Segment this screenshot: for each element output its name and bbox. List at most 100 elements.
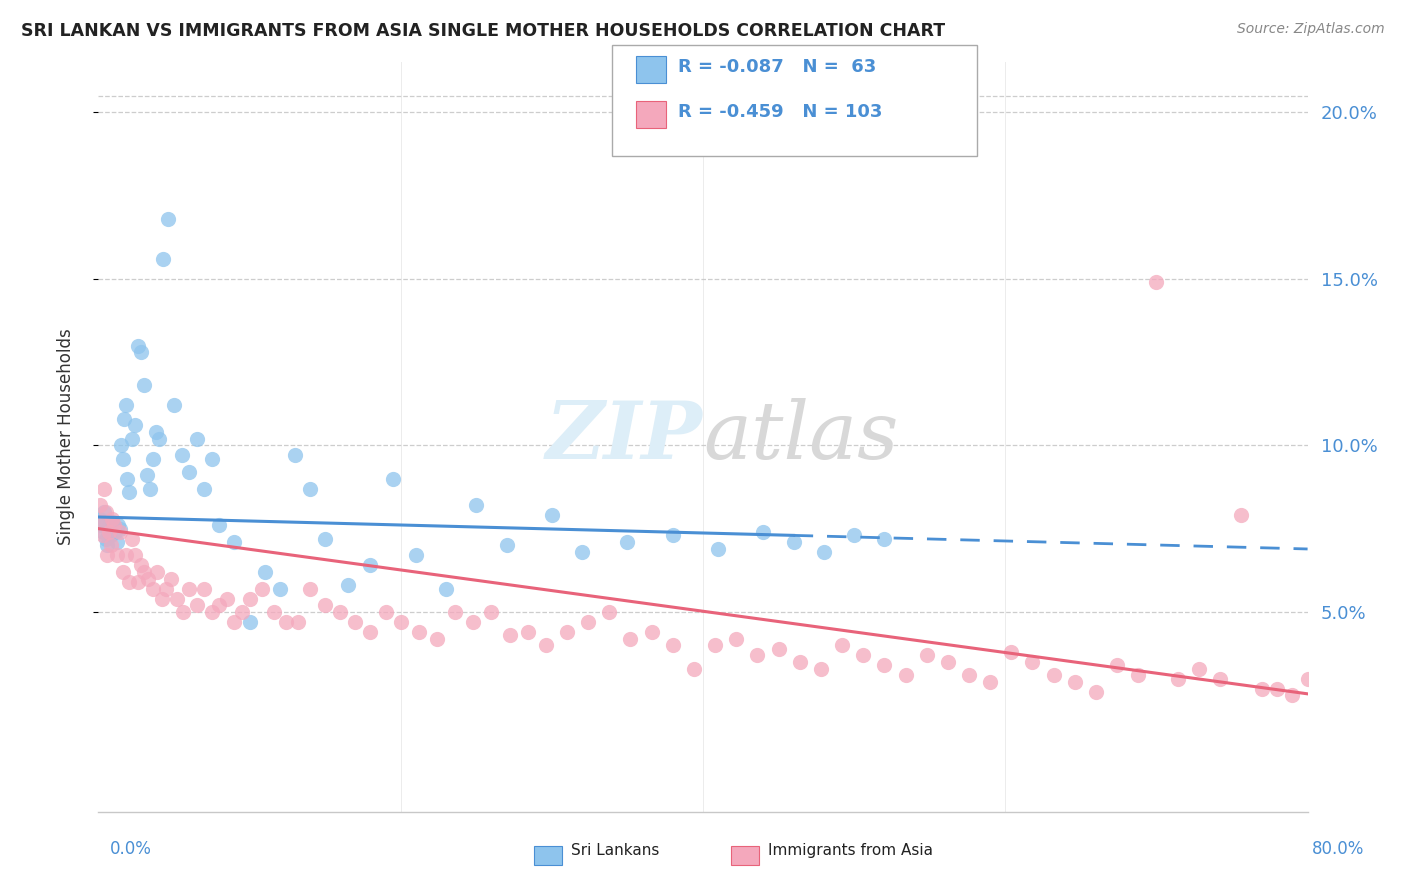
Point <box>111 565 134 579</box>
Point <box>103 522 125 536</box>
Point <box>314 599 336 613</box>
Point <box>156 211 179 226</box>
Point <box>894 668 917 682</box>
Point <box>1000 645 1022 659</box>
Point <box>1209 672 1232 686</box>
Point <box>121 432 143 446</box>
Point <box>135 468 157 483</box>
Point <box>121 532 143 546</box>
Point <box>1341 688 1364 702</box>
Point <box>1167 672 1189 686</box>
Point <box>93 505 115 519</box>
Point <box>360 558 382 573</box>
Point <box>873 532 896 546</box>
Point <box>571 545 593 559</box>
Point <box>114 549 136 563</box>
Point <box>94 532 117 546</box>
Point <box>101 515 124 529</box>
Text: R = -0.459   N = 103: R = -0.459 N = 103 <box>678 103 882 120</box>
Point <box>1251 681 1274 696</box>
Point <box>108 522 131 536</box>
Point <box>193 482 215 496</box>
Text: SRI LANKAN VS IMMIGRANTS FROM ASIA SINGLE MOTHER HOUSEHOLDS CORRELATION CHART: SRI LANKAN VS IMMIGRANTS FROM ASIA SINGL… <box>21 22 945 40</box>
Point <box>1107 658 1129 673</box>
Point <box>408 624 430 639</box>
Point <box>146 565 169 579</box>
Point <box>576 615 599 629</box>
Point <box>329 605 352 619</box>
Point <box>201 451 224 466</box>
Point <box>640 624 662 639</box>
Point <box>382 472 405 486</box>
Point <box>1296 672 1319 686</box>
Point <box>98 524 121 539</box>
Point <box>224 615 246 629</box>
Text: Source: ZipAtlas.com: Source: ZipAtlas.com <box>1237 22 1385 37</box>
Point <box>124 418 146 433</box>
Point <box>172 605 194 619</box>
Point <box>1063 674 1085 689</box>
Point <box>1372 711 1395 725</box>
Point <box>498 628 520 642</box>
Point <box>186 432 208 446</box>
Point <box>747 648 769 663</box>
Point <box>118 485 141 500</box>
Point <box>789 655 811 669</box>
Point <box>516 624 538 639</box>
Point <box>90 515 112 529</box>
Point <box>142 451 165 466</box>
Text: Immigrants from Asia: Immigrants from Asia <box>768 844 932 858</box>
Point <box>1230 508 1253 523</box>
Point <box>98 518 121 533</box>
Point <box>936 655 959 669</box>
Point <box>108 524 131 539</box>
Point <box>105 535 128 549</box>
Point <box>115 472 138 486</box>
Point <box>1327 681 1350 696</box>
Point <box>105 549 128 563</box>
Point <box>957 668 980 682</box>
Point <box>103 518 125 533</box>
Point <box>89 511 111 525</box>
Point <box>179 582 201 596</box>
Point <box>831 638 853 652</box>
Point <box>661 638 683 652</box>
Point <box>150 591 173 606</box>
Point <box>132 378 155 392</box>
Point <box>263 605 285 619</box>
Point <box>163 399 186 413</box>
Point <box>129 345 152 359</box>
Point <box>299 582 322 596</box>
Point <box>155 582 177 596</box>
Point <box>100 538 122 552</box>
Point <box>810 661 832 675</box>
Point <box>1312 695 1334 709</box>
Point <box>239 591 262 606</box>
Point <box>224 535 246 549</box>
Point <box>495 538 517 552</box>
Point <box>186 599 208 613</box>
Point <box>215 591 238 606</box>
Point <box>1042 668 1064 682</box>
Point <box>94 505 117 519</box>
Point <box>1085 685 1108 699</box>
Point <box>114 399 136 413</box>
Point <box>274 615 297 629</box>
Point <box>683 661 706 675</box>
Point <box>104 524 127 539</box>
Point <box>111 451 134 466</box>
Point <box>444 605 467 619</box>
Point <box>707 541 730 556</box>
Point <box>139 482 162 496</box>
Point <box>100 528 122 542</box>
Point <box>299 482 322 496</box>
Point <box>253 565 276 579</box>
Point <box>465 499 488 513</box>
Point <box>783 535 806 549</box>
Point <box>201 605 224 619</box>
Point <box>112 411 135 425</box>
Point <box>152 252 174 266</box>
Point <box>96 538 118 552</box>
Point <box>844 528 866 542</box>
Point <box>616 535 638 549</box>
